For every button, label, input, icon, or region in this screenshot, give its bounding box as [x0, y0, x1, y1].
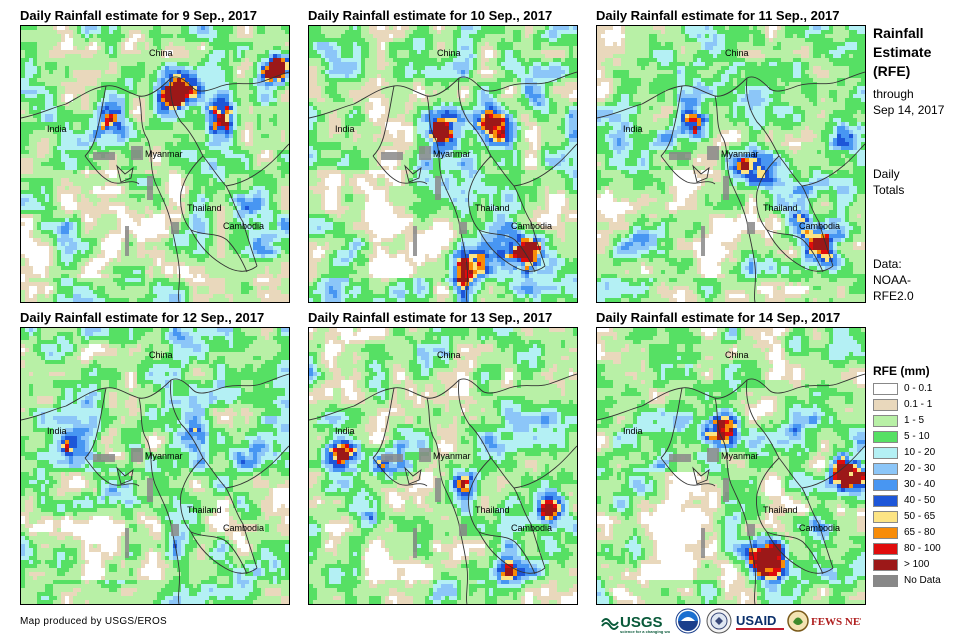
side-data-label: Data:: [873, 256, 902, 272]
rainfall-map: China India Myanmar Thailand Cambodia: [20, 327, 290, 605]
legend-swatch: [873, 463, 898, 475]
usaid-logo-text: USAID: [736, 613, 776, 628]
map-label-thailand: Thailand: [475, 203, 510, 213]
legend-swatch: [873, 447, 898, 459]
rainfall-map: China India Myanmar Thailand Cambodia: [596, 327, 866, 605]
map-label-thailand: Thailand: [187, 203, 222, 213]
map-label-thailand: Thailand: [763, 505, 798, 515]
side-daily: Daily: [873, 166, 900, 182]
legend-label: 5 - 10: [904, 431, 930, 443]
map-label-cambodia: Cambodia: [511, 221, 552, 231]
map-label-china: China: [725, 48, 749, 58]
usgs-logo: USGS science for a changing world: [600, 608, 676, 634]
legend-swatch: [873, 543, 898, 555]
legend-swatch: [873, 511, 898, 523]
map-label-cambodia: Cambodia: [223, 221, 264, 231]
rainfall-map: China India Myanmar Thailand Cambodia: [20, 25, 290, 303]
map-label-myanmar: Myanmar: [721, 149, 759, 159]
panel-title: Daily Rainfall estimate for 13 Sep., 201…: [308, 308, 598, 328]
rainfall-map: China India Myanmar Thailand Cambodia: [308, 327, 578, 605]
map-credit: Map produced by USGS/EROS: [20, 616, 167, 627]
panel-title: Daily Rainfall estimate for 12 Sep., 201…: [20, 308, 310, 328]
map-label-myanmar: Myanmar: [433, 451, 471, 461]
map-label-china: China: [149, 48, 173, 58]
panel-sep-11: Daily Rainfall estimate for 11 Sep., 201…: [596, 6, 876, 303]
legend-label: 20 - 30: [904, 463, 935, 475]
panel-title: Daily Rainfall estimate for 14 Sep., 201…: [596, 308, 886, 328]
legend-label: > 100: [904, 559, 929, 571]
map-label-cambodia: Cambodia: [799, 523, 840, 533]
usaid-logo: USAID: [735, 608, 785, 634]
legend-swatch: [873, 575, 898, 587]
panel-title: Daily Rainfall estimate for 10 Sep., 201…: [308, 6, 598, 26]
legend-swatch: [873, 399, 898, 411]
map-label-india: India: [47, 426, 67, 436]
rainfall-map: China India Myanmar Thailand Cambodia: [308, 25, 578, 303]
panel-sep-13: Daily Rainfall estimate for 13 Sep., 201…: [308, 308, 588, 605]
legend-label: 80 - 100: [904, 543, 941, 555]
side-title: Rainfall Estimate (RFE): [873, 24, 963, 81]
legend-swatch: [873, 495, 898, 507]
legend-label: No Data: [904, 575, 941, 587]
legend-label: 0 - 0.1: [904, 383, 932, 395]
side-data-src1: NOAA-: [873, 272, 911, 288]
map-label-india: India: [335, 426, 355, 436]
map-label-china: China: [149, 350, 173, 360]
legend-label: 65 - 80: [904, 527, 935, 539]
fewsnet-logo-text: FEWS NET: [811, 616, 861, 628]
map-label-myanmar: Myanmar: [145, 451, 183, 461]
legend-title: RFE (mm): [873, 364, 930, 378]
legend-swatch: [873, 559, 898, 571]
noaa-logo: [675, 608, 701, 634]
panel-sep-14: Daily Rainfall estimate for 14 Sep., 201…: [596, 308, 876, 605]
rainfall-map: China India Myanmar Thailand Cambodia: [596, 25, 866, 303]
map-label-india: India: [335, 124, 355, 134]
map-label-thailand: Thailand: [187, 505, 222, 515]
legend-label: 40 - 50: [904, 495, 935, 507]
usgs-logo-text: USGS: [620, 614, 663, 631]
legend-label: 50 - 65: [904, 511, 935, 523]
panel-sep-9: Daily Rainfall estimate for 9 Sep., 2017…: [20, 6, 300, 303]
side-totals: Totals: [873, 182, 904, 198]
legend-label: 1 - 5: [904, 415, 924, 427]
panel-sep-12: Daily Rainfall estimate for 12 Sep., 201…: [20, 308, 300, 605]
legend-label: 10 - 20: [904, 447, 935, 459]
legend-swatch: [873, 527, 898, 539]
map-label-china: China: [437, 350, 461, 360]
map-label-india: India: [623, 426, 643, 436]
map-label-myanmar: Myanmar: [145, 149, 183, 159]
side-through: through: [873, 86, 914, 102]
panel-title: Daily Rainfall estimate for 11 Sep., 201…: [596, 6, 886, 26]
map-label-thailand: Thailand: [763, 203, 798, 213]
fewsnet-logo: FEWS NET: [787, 608, 868, 634]
map-label-india: India: [623, 124, 643, 134]
panel-sep-10: Daily Rainfall estimate for 10 Sep., 201…: [308, 6, 588, 303]
map-label-cambodia: Cambodia: [511, 523, 552, 533]
legend-swatch: [873, 383, 898, 395]
legend-swatch: [873, 415, 898, 427]
map-label-myanmar: Myanmar: [721, 451, 759, 461]
dos-seal-logo: [706, 608, 732, 634]
panel-title: Daily Rainfall estimate for 9 Sep., 2017: [20, 6, 310, 26]
legend-swatch: [873, 479, 898, 491]
map-label-thailand: Thailand: [475, 505, 510, 515]
map-label-cambodia: Cambodia: [223, 523, 264, 533]
map-label-china: China: [725, 350, 749, 360]
side-date: Sep 14, 2017: [873, 102, 944, 118]
map-label-china: China: [437, 48, 461, 58]
side-data-src2: RFE2.0: [873, 288, 914, 304]
legend-label: 30 - 40: [904, 479, 935, 491]
legend-swatch: [873, 431, 898, 443]
map-label-myanmar: Myanmar: [433, 149, 471, 159]
legend-label: 0.1 - 1: [904, 399, 932, 411]
map-label-cambodia: Cambodia: [799, 221, 840, 231]
map-label-india: India: [47, 124, 67, 134]
